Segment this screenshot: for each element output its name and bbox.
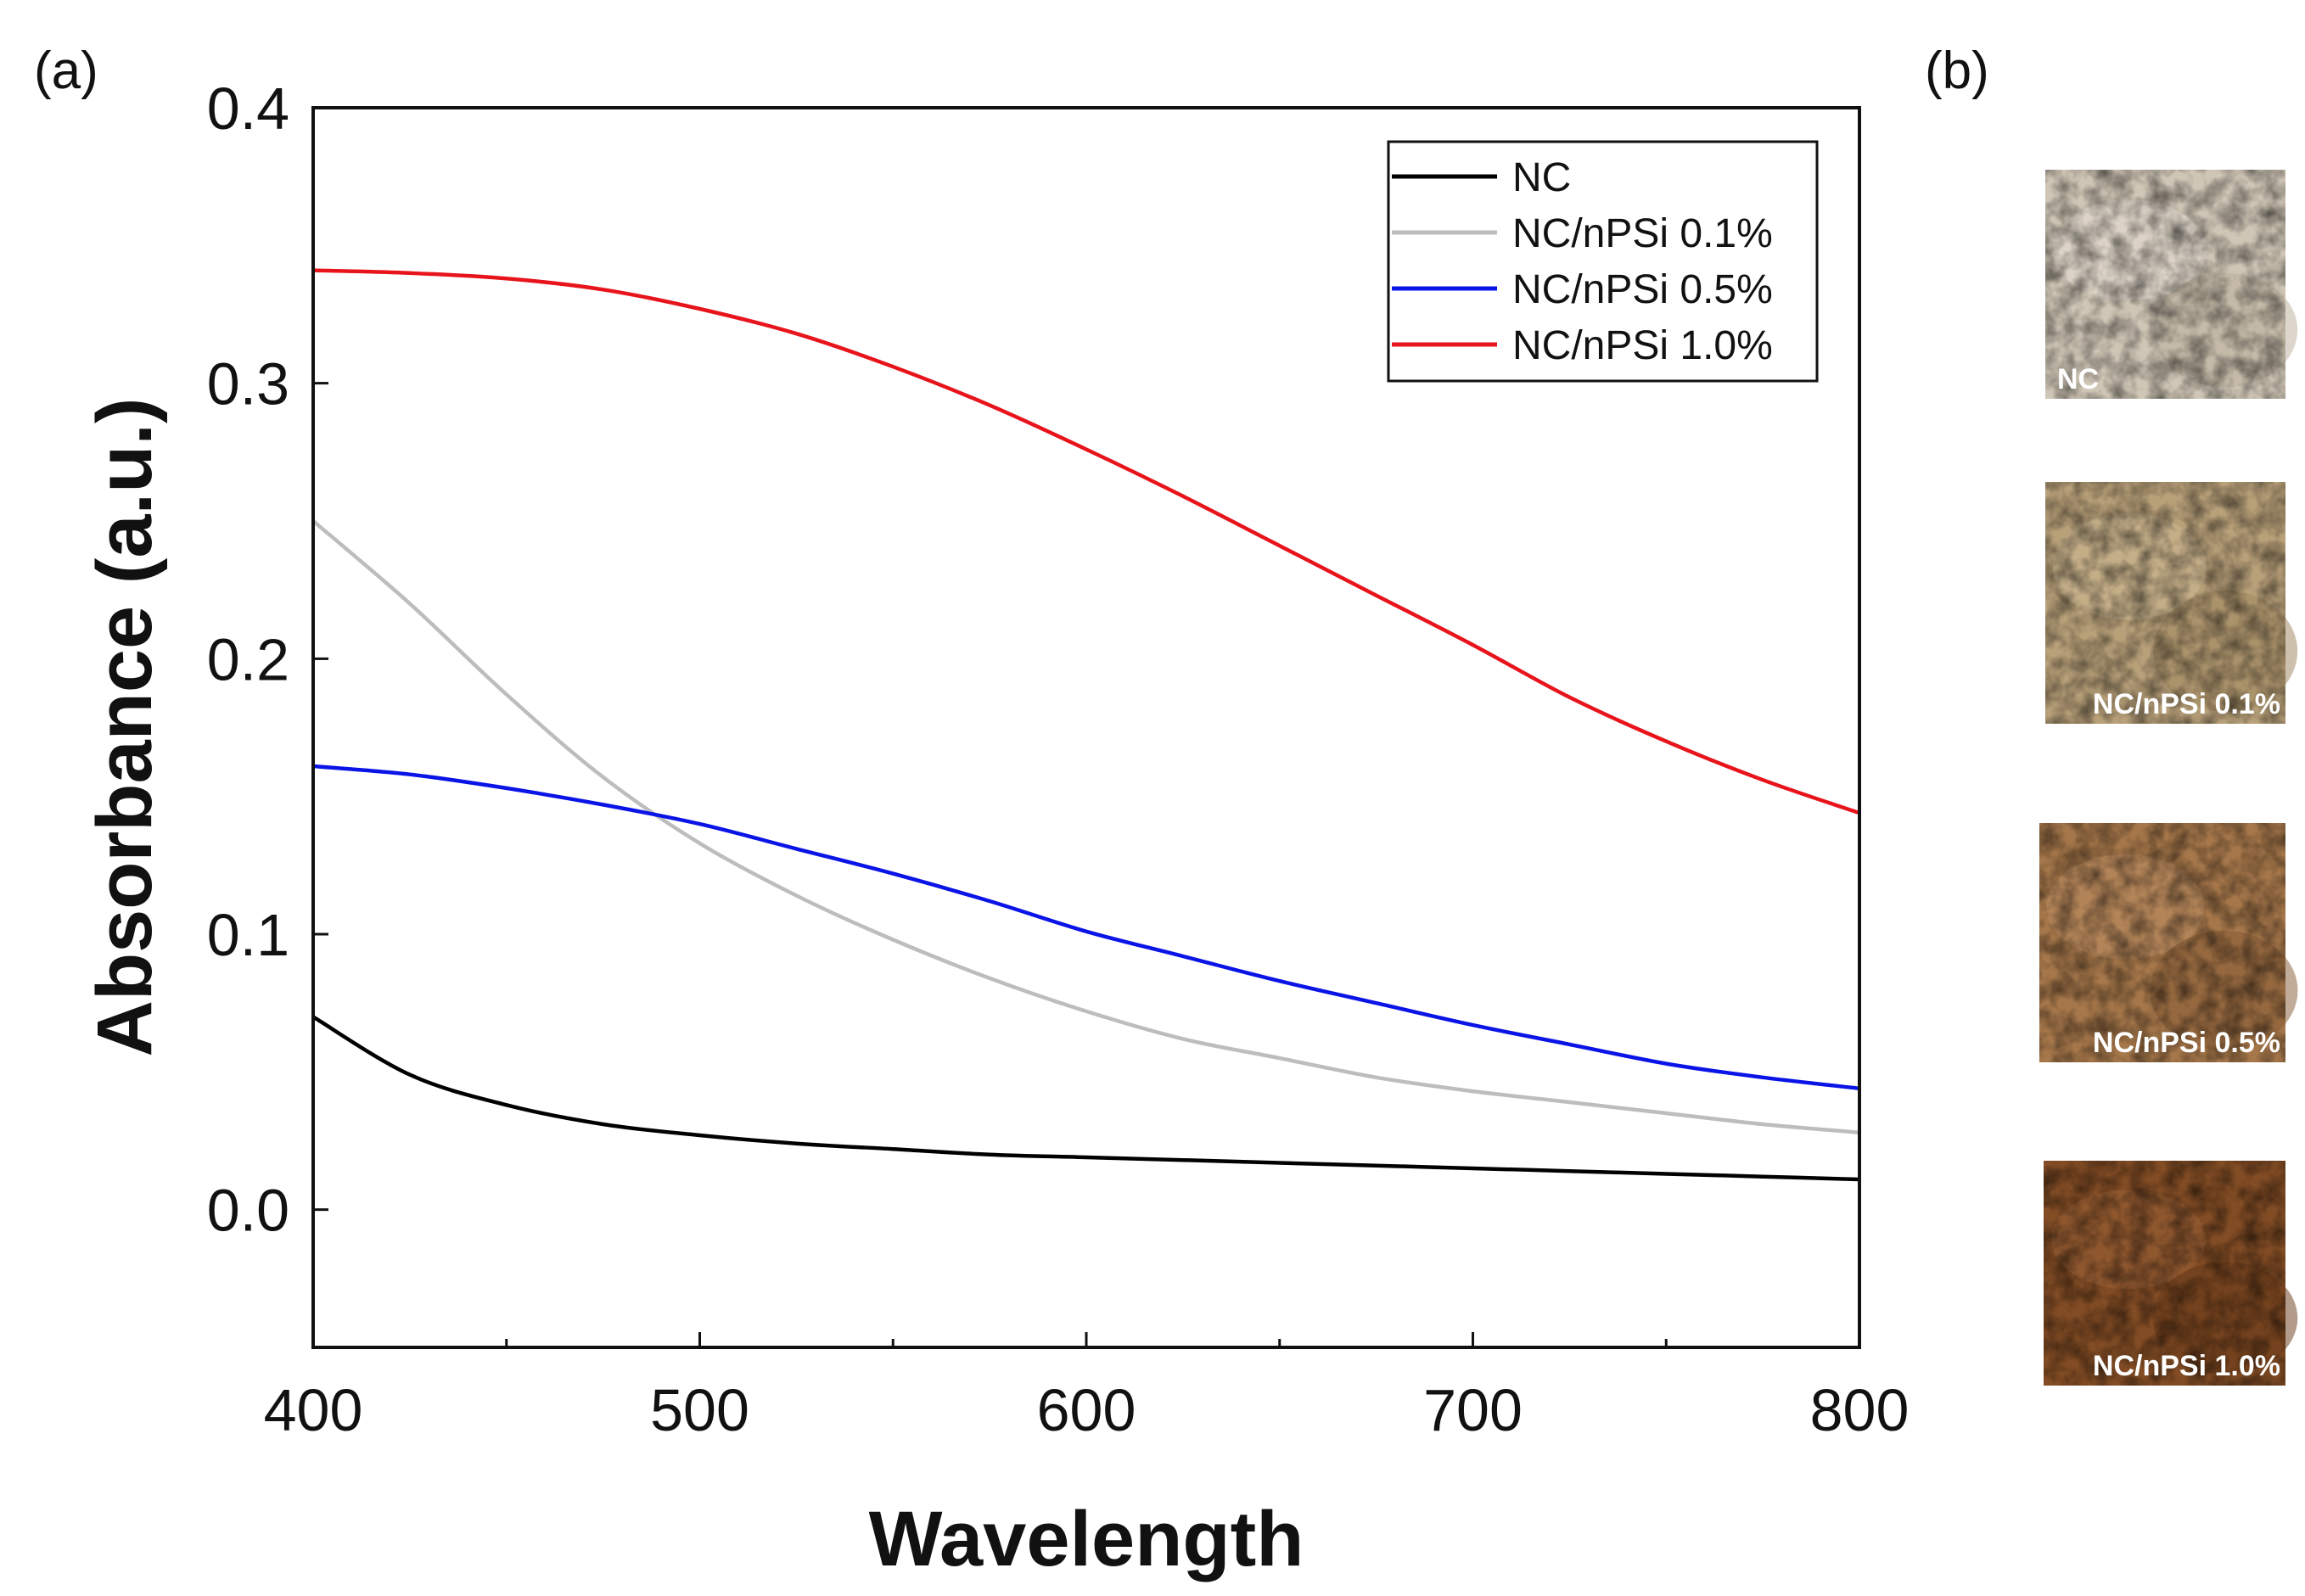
photo-label: NC/nPSi 1.0% — [2093, 1350, 2280, 1382]
series-line-nc-npsi-0-5 — [312, 764, 1860, 1091]
y-tick-label: 0.2 — [207, 626, 289, 692]
sample-photo: NC/nPSi 0.5% — [2039, 823, 2298, 1062]
panel-label-b: (b) — [1925, 42, 1989, 100]
series-line-nc — [311, 1015, 1860, 1182]
series-line-nc-npsi-1-0 — [312, 268, 1860, 815]
y-tick-label: 0.4 — [207, 76, 289, 142]
photo-label: NC/nPSi 0.5% — [2093, 1027, 2280, 1059]
x-tick-label: 500 — [650, 1377, 749, 1443]
photo-texture — [2045, 170, 2285, 399]
x-tick-label: 600 — [1037, 1377, 1136, 1443]
legend: NC NC/nPSi 0.1% NC/nPSi 0.5% NC/nPSi 1.0% — [1387, 140, 1819, 383]
sample-photos: NC NC/nPSi 0.1% NC/nPSi 0.5% NC/nPSi 1.0% — [2039, 170, 2298, 1386]
y-tick-label: 0.0 — [207, 1178, 289, 1244]
photo-texture — [2039, 823, 2285, 1062]
legend-label-nc: NC — [1512, 155, 1571, 200]
sample-photo: NC/nPSi 0.1% — [2045, 482, 2298, 724]
x-tick-label: 700 — [1423, 1377, 1523, 1443]
panel-label-a: (a) — [34, 42, 98, 100]
photo-label: NC/nPSi 0.1% — [2093, 688, 2280, 720]
y-tick-label: 0.3 — [207, 351, 289, 417]
photo-texture — [2044, 1161, 2285, 1386]
legend-label-nc-npsi-0-1: NC/nPSi 0.1% — [1512, 211, 1773, 256]
x-axis-title: Wavelength — [869, 1496, 1304, 1582]
sample-photo: NC — [2045, 170, 2298, 399]
x-tick-label: 800 — [1810, 1377, 1910, 1443]
y-tick-label: 0.1 — [207, 902, 289, 968]
absorbance-chart: 400 500 600 700 800 0.0 0.1 0.2 0.3 0.4 Wavelengt… — [81, 76, 1909, 1582]
photo-texture — [2045, 482, 2285, 724]
ticks-layer: 400 500 600 700 800 0.0 0.1 0.2 0.3 0.4 — [207, 76, 1910, 1443]
legend-label-nc-npsi-1-0: NC/nPSi 1.0% — [1512, 323, 1773, 368]
series-layer — [311, 268, 1860, 1182]
photo-label: NC — [2057, 363, 2099, 395]
x-tick-label: 400 — [264, 1377, 363, 1443]
y-axis-title: Absorbance (a.u.) — [81, 397, 168, 1056]
legend-box — [1387, 140, 1819, 383]
series-line-nc-npsi-0-1 — [311, 519, 1860, 1135]
sample-photo: NC/nPSi 1.0% — [2044, 1161, 2298, 1386]
legend-label-nc-npsi-0-5: NC/nPSi 0.5% — [1512, 267, 1773, 312]
